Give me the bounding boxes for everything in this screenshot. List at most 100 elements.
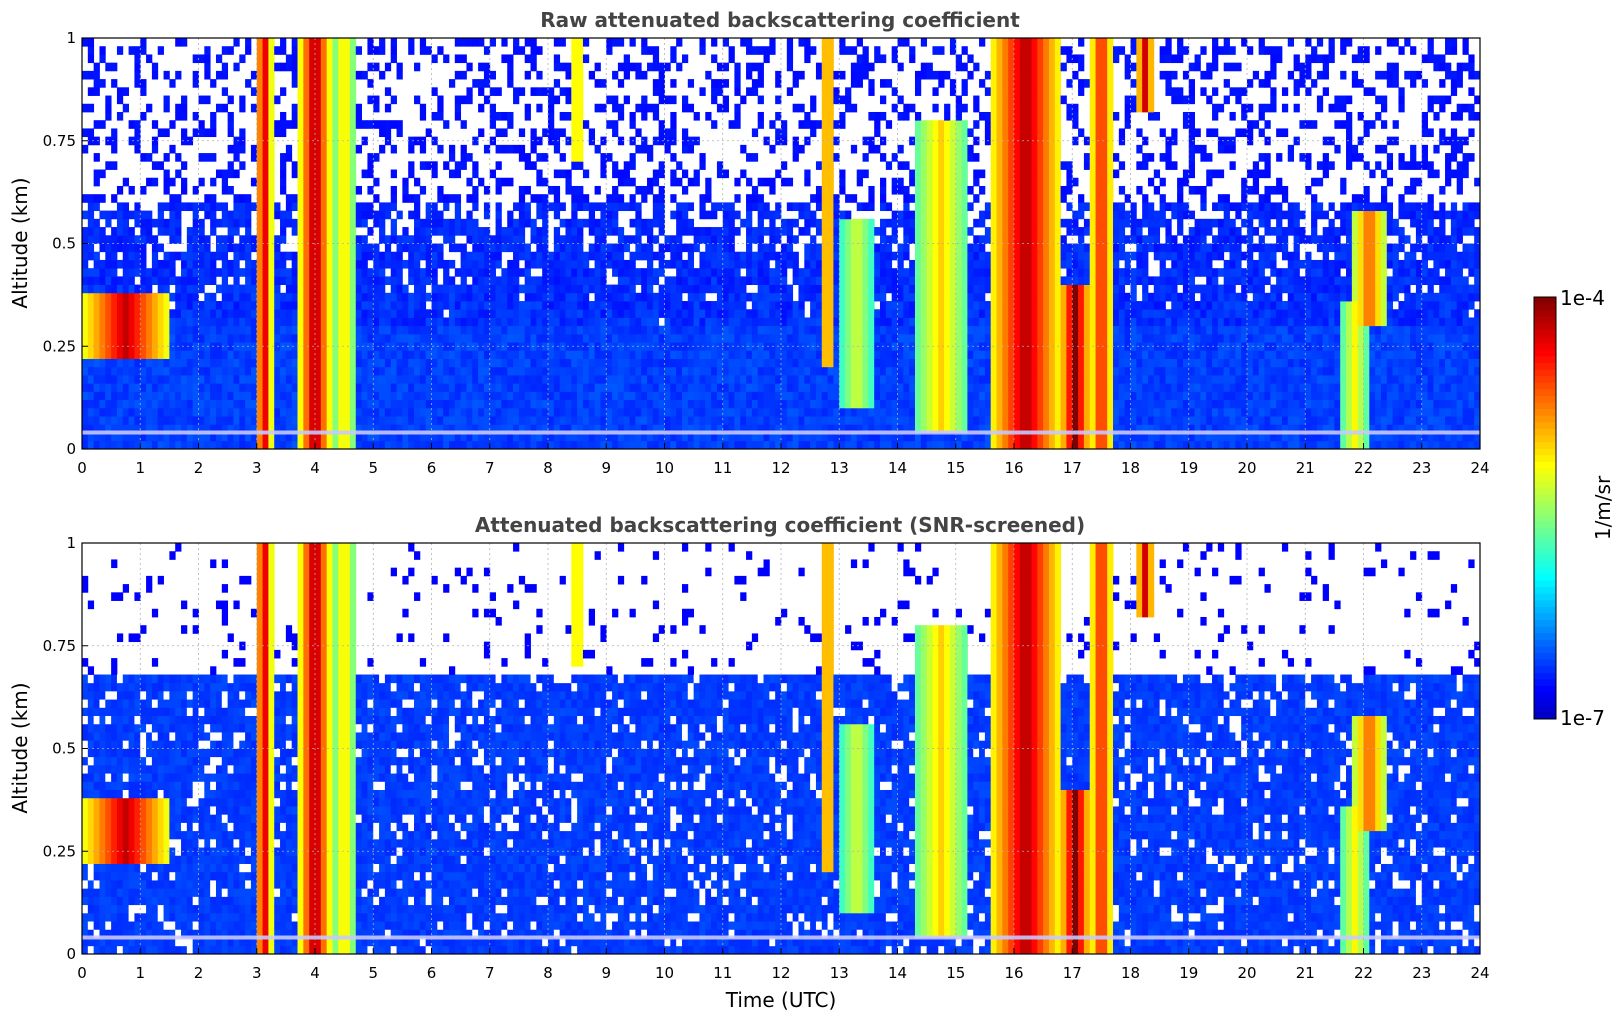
heatmap-cell <box>257 367 263 376</box>
heatmap-cell <box>292 170 298 179</box>
heatmap-cell <box>507 383 513 392</box>
heatmap-cell <box>222 244 228 253</box>
heatmap-cell <box>548 285 554 294</box>
heatmap-cell <box>210 260 216 269</box>
heatmap-cell <box>804 441 810 450</box>
heatmap-cell <box>146 268 152 277</box>
heatmap-cell <box>111 63 117 72</box>
heatmap-cell <box>723 359 729 368</box>
heatmap-cell <box>752 400 758 409</box>
heatmap-cell <box>397 260 403 269</box>
heatmap-cell <box>303 38 309 47</box>
heatmap-cell <box>618 235 624 244</box>
heatmap-cell <box>589 334 595 343</box>
heatmap-cell <box>344 441 350 450</box>
heatmap-cell <box>432 391 438 400</box>
heatmap-cell <box>688 391 694 400</box>
heatmap-cell <box>571 145 577 154</box>
heatmap-cell <box>758 309 764 318</box>
heatmap-cell <box>490 170 496 179</box>
heatmap-cell <box>408 375 414 384</box>
heatmap-cell <box>717 227 723 236</box>
heatmap-cell <box>426 408 432 417</box>
heatmap-cell <box>82 145 88 154</box>
heatmap-cell <box>402 301 408 310</box>
heatmap-cell <box>449 383 455 392</box>
heatmap-cell <box>525 71 531 80</box>
heatmap-cell <box>327 334 333 343</box>
heatmap-cell <box>263 63 269 72</box>
heatmap-cell <box>536 153 542 162</box>
heatmap-cell <box>647 317 653 326</box>
heatmap-cell <box>164 441 170 450</box>
heatmap-cell <box>822 260 828 269</box>
heatmap-cell <box>711 383 717 392</box>
heatmap-cell <box>729 367 735 376</box>
heatmap-cell <box>624 235 630 244</box>
heatmap-cell <box>548 317 554 326</box>
heatmap-cell <box>175 375 181 384</box>
heatmap-cell <box>298 400 304 409</box>
heatmap-cell <box>222 87 228 96</box>
heatmap-cell <box>268 334 274 343</box>
heatmap-cell <box>199 244 205 253</box>
heatmap-cell <box>129 350 135 359</box>
heatmap-cell <box>764 178 770 187</box>
heatmap-cell <box>577 46 583 55</box>
heatmap-cell <box>466 63 472 72</box>
heatmap-cell <box>362 219 368 228</box>
heatmap-cell <box>565 252 571 261</box>
heatmap-cell <box>152 244 158 253</box>
heatmap-cell <box>787 350 793 359</box>
heatmap-cell <box>565 309 571 318</box>
heatmap-cell <box>659 170 665 179</box>
heatmap-cell <box>152 293 158 302</box>
heatmap-cell <box>449 219 455 228</box>
heatmap-cell <box>641 112 647 121</box>
heatmap-cell <box>449 367 455 376</box>
heatmap-cell <box>851 244 857 253</box>
heatmap-cell <box>344 38 350 47</box>
heatmap-cell <box>280 227 286 236</box>
heatmap-cell <box>193 219 199 228</box>
heatmap-cell <box>437 326 443 335</box>
heatmap-cell <box>268 194 274 203</box>
heatmap-cell <box>309 63 315 72</box>
heatmap-cell <box>344 367 350 376</box>
heatmap-cell <box>478 276 484 285</box>
heatmap-cell <box>222 170 228 179</box>
heatmap-cell <box>321 178 327 187</box>
heatmap-cell <box>437 400 443 409</box>
heatmap-cell <box>338 112 344 121</box>
heatmap-cell <box>670 252 676 261</box>
heatmap-cell <box>233 285 239 294</box>
heatmap-cell <box>571 285 577 294</box>
heatmap-cell <box>257 79 263 88</box>
heatmap-cell <box>647 441 653 450</box>
heatmap-cell <box>699 334 705 343</box>
heatmap-cell <box>286 285 292 294</box>
heatmap-cell <box>437 309 443 318</box>
heatmap-cell <box>746 252 752 261</box>
heatmap-cell <box>618 227 624 236</box>
heatmap-cell <box>414 350 420 359</box>
heatmap-cell <box>752 293 758 302</box>
heatmap-cell <box>298 87 304 96</box>
heatmap-cell <box>839 416 845 425</box>
heatmap-cell <box>332 408 338 417</box>
heatmap-cell <box>280 112 286 121</box>
heatmap-cell <box>670 326 676 335</box>
heatmap-cell <box>449 317 455 326</box>
heatmap-cell <box>833 285 839 294</box>
heatmap-cell <box>88 285 94 294</box>
heatmap-cell <box>315 285 321 294</box>
heatmap-cell <box>402 391 408 400</box>
heatmap-cell <box>268 359 274 368</box>
heatmap-cell <box>571 120 577 129</box>
heatmap-cell <box>123 285 129 294</box>
heatmap-cell <box>140 391 146 400</box>
heatmap-cell <box>327 408 333 417</box>
heatmap-cell <box>606 285 612 294</box>
heatmap-cell <box>350 416 356 425</box>
